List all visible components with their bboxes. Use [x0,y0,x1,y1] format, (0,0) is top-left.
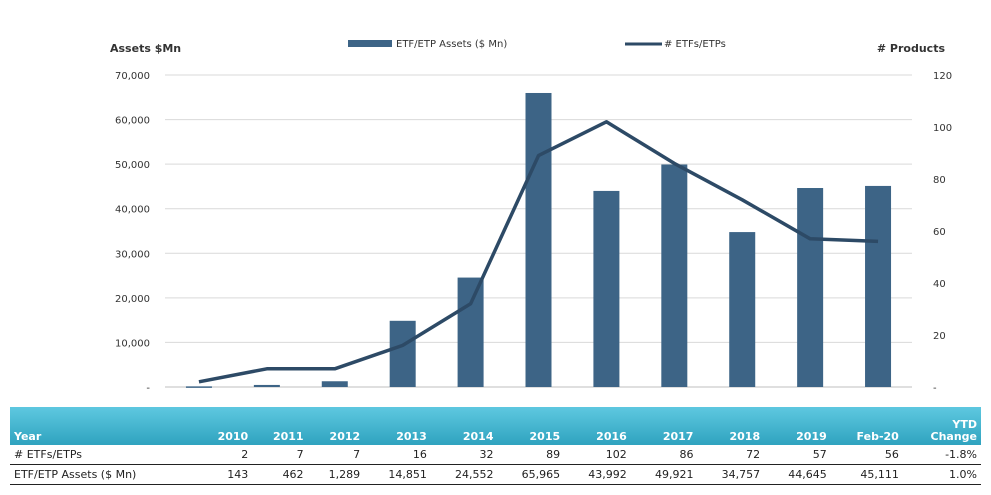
bar [389,320,416,387]
bar [593,190,620,387]
bar [185,386,212,388]
right-tick-label: 20 [933,331,946,342]
right-tick-label: 100 [933,123,952,134]
left-axis-title: Assets $Mn [110,42,181,55]
legend-bar-label: ETF/ETP Assets ($ Mn) [396,39,507,50]
header-ytd-change: YTD Change [902,407,981,445]
bar [457,277,484,387]
table-cell: 1,289 [307,464,365,485]
table-cell: 24,552 [430,464,498,485]
table-cell: 43,992 [564,464,631,485]
header-period: 2014 [430,407,498,445]
left-tick-label: 40,000 [115,205,150,216]
table-cell: 32 [430,445,498,465]
table-cell: 86 [630,445,698,465]
header-period: 2016 [564,407,631,445]
legend-bar-swatch [348,40,392,47]
header-period: 2018 [697,407,765,445]
table-cell: 49,921 [630,464,698,485]
left-tick-label: 20,000 [115,294,150,305]
asset-bars [185,92,892,388]
legend-line-label: # ETFs/ETPs [664,39,726,50]
bar [525,92,552,388]
header-period: 2019 [764,407,831,445]
table-cell: 44,645 [764,464,831,485]
header-period: 2013 [364,407,431,445]
product-count-line [198,120,879,384]
table-cell: 1.0% [902,464,981,485]
header-ytd-line: Change [930,430,978,443]
bar [797,188,824,387]
left-tick-label: 30,000 [115,249,150,260]
right-tick-label: 40 [933,279,946,290]
bar [321,381,348,387]
table-cell: 72 [697,445,765,465]
right-tick-label: 80 [933,175,946,186]
row-label: ETF/ETP Assets ($ Mn) [10,464,197,485]
table-cell: -1.8% [902,445,981,465]
table-cell: 102 [564,445,631,465]
bar [729,232,756,387]
right-tick-label: 60 [933,227,946,238]
table-cell: 7 [252,445,308,465]
header-ytd-line: YTD [952,418,977,431]
table-cell: 57 [764,445,831,465]
table-cell: 34,757 [697,464,765,485]
table-cell: 16 [364,445,431,465]
table-cell: 14,851 [364,464,431,485]
left-tick-label: 70,000 [115,71,150,82]
series-line [198,120,879,384]
table-header-row: Year 2010 2011 2012 2013 2014 2015 2016 2017 2018… [10,407,981,445]
bar [253,384,280,387]
table-cell: 89 [497,445,565,465]
header-period: 2012 [307,407,365,445]
table-cell: 7 [307,445,365,465]
header-period: Feb-20 [830,407,903,445]
combo-chart: - 10,000 20,000 30,000 40,000 50,000 60,000 70,… [110,39,952,394]
header-period: 2010 [196,407,253,445]
table-cell: 65,965 [497,464,565,485]
table-row: ETF/ETP Assets ($ Mn) 143 462 1,289 14,851 24… [10,464,981,485]
header-year: Year [10,407,197,445]
right-axis-title: # Products [877,42,946,55]
table-cell: 2 [196,445,253,465]
left-tick-label: - [146,383,150,394]
table-cell: 56 [830,445,903,465]
left-tick-label: 60,000 [115,116,150,127]
table-cell: 143 [196,464,253,485]
table-body: # ETFs/ETPs 2 7 7 16 32 89 102 86 72 57 56 -1.8% ETF/… [10,445,981,485]
right-tick-label: - [933,383,937,394]
bar [865,185,892,387]
left-tick-label: 50,000 [115,160,150,171]
header-period: 2017 [630,407,698,445]
header-period: 2011 [252,407,308,445]
table-cell: 45,111 [830,464,903,485]
right-tick-label: 120 [933,71,952,82]
left-tick-label: 10,000 [115,338,150,349]
row-label: # ETFs/ETPs [10,445,197,465]
left-axis-ticks: - 10,000 20,000 30,000 40,000 50,000 60,000 70,… [115,71,150,394]
bar [661,164,688,387]
right-axis-ticks: - 20 40 60 80 100 120 [933,71,952,394]
table-row: # ETFs/ETPs 2 7 7 16 32 89 102 86 72 57 56 -1.8% [10,445,981,465]
table-cell: 462 [252,464,308,485]
legend: ETF/ETP Assets ($ Mn) # ETFs/ETPs [348,39,726,50]
data-table: Year 2010 2011 2012 2013 2014 2015 2016 2017 2018… [10,407,981,485]
header-period: 2015 [497,407,565,445]
